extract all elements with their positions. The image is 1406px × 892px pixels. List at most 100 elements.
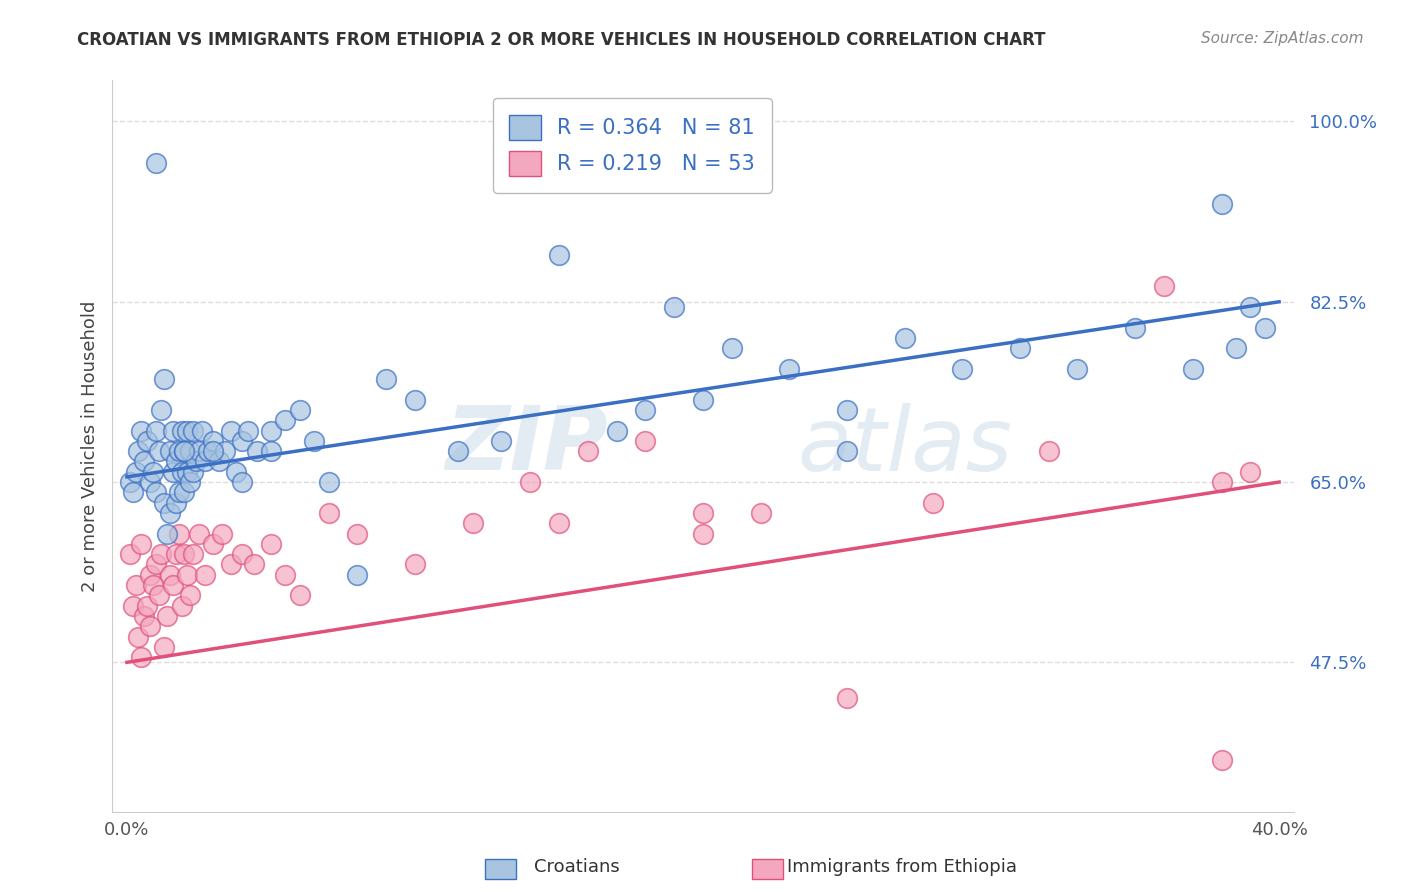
Point <box>288 588 311 602</box>
Point <box>606 424 628 438</box>
Point <box>156 609 179 624</box>
Point <box>153 496 176 510</box>
Text: CROATIAN VS IMMIGRANTS FROM ETHIOPIA 2 OR MORE VEHICLES IN HOUSEHOLD CORRELATION: CROATIAN VS IMMIGRANTS FROM ETHIOPIA 2 O… <box>77 31 1046 49</box>
Point <box>318 506 340 520</box>
Point <box>129 537 152 551</box>
Point <box>211 526 233 541</box>
Point <box>634 403 657 417</box>
Point <box>1225 341 1247 355</box>
Point <box>202 537 225 551</box>
Point <box>124 465 146 479</box>
Point <box>153 640 176 654</box>
Point <box>202 434 225 448</box>
Point <box>404 392 426 407</box>
Point <box>1038 444 1060 458</box>
Point <box>461 516 484 531</box>
Point <box>148 444 170 458</box>
Point <box>778 361 800 376</box>
Point <box>167 526 190 541</box>
Point <box>260 537 283 551</box>
Point <box>260 444 283 458</box>
Point <box>835 403 858 417</box>
Point <box>1254 320 1277 334</box>
Point <box>231 434 253 448</box>
Text: Source: ZipAtlas.com: Source: ZipAtlas.com <box>1201 31 1364 46</box>
Point <box>302 434 325 448</box>
Point <box>159 506 181 520</box>
Point <box>187 526 209 541</box>
Point <box>173 444 195 458</box>
Point <box>208 454 231 468</box>
Point <box>162 424 184 438</box>
Point <box>236 424 259 438</box>
Legend: R = 0.364   N = 81, R = 0.219   N = 53: R = 0.364 N = 81, R = 0.219 N = 53 <box>492 98 772 193</box>
Point <box>187 444 209 458</box>
Point <box>170 465 193 479</box>
Point <box>231 547 253 561</box>
Point <box>950 361 973 376</box>
Point <box>142 465 165 479</box>
Point <box>159 444 181 458</box>
Point <box>197 444 219 458</box>
Point <box>664 300 686 314</box>
Point <box>136 599 159 613</box>
Point <box>179 475 201 489</box>
Point <box>145 155 167 169</box>
Point <box>375 372 398 386</box>
Point <box>346 567 368 582</box>
Point <box>139 475 162 489</box>
Point <box>548 516 571 531</box>
Point <box>176 567 198 582</box>
Point <box>692 506 714 520</box>
Point <box>150 403 173 417</box>
Point <box>202 444 225 458</box>
Point <box>692 526 714 541</box>
Point <box>139 619 162 633</box>
Point <box>165 496 187 510</box>
Point <box>184 454 207 468</box>
Point <box>922 496 945 510</box>
Text: Immigrants from Ethiopia: Immigrants from Ethiopia <box>787 858 1018 876</box>
Point <box>260 424 283 438</box>
Point <box>145 485 167 500</box>
Point <box>176 424 198 438</box>
Point <box>150 547 173 561</box>
Point <box>519 475 541 489</box>
Point <box>191 424 214 438</box>
Point <box>173 485 195 500</box>
Point <box>134 609 156 624</box>
Point <box>129 650 152 665</box>
Point <box>127 444 149 458</box>
Point <box>245 444 267 458</box>
Point <box>142 578 165 592</box>
Point <box>1181 361 1204 376</box>
Text: Croatians: Croatians <box>534 858 620 876</box>
Text: atlas: atlas <box>797 403 1012 489</box>
Point <box>720 341 742 355</box>
Point <box>162 465 184 479</box>
Point <box>1008 341 1031 355</box>
Point <box>170 599 193 613</box>
Point <box>318 475 340 489</box>
Point <box>145 424 167 438</box>
Point <box>692 392 714 407</box>
Point <box>156 526 179 541</box>
Point <box>1239 300 1261 314</box>
Point <box>194 454 217 468</box>
Point <box>219 558 242 572</box>
Point <box>145 558 167 572</box>
Point <box>893 331 915 345</box>
Point <box>749 506 772 520</box>
Point <box>288 403 311 417</box>
Point <box>170 424 193 438</box>
Point <box>1239 465 1261 479</box>
Point <box>139 567 162 582</box>
Point <box>179 444 201 458</box>
Point <box>118 475 141 489</box>
Point <box>1211 197 1233 211</box>
Point <box>181 465 204 479</box>
Point <box>159 567 181 582</box>
Point <box>173 547 195 561</box>
Point <box>179 588 201 602</box>
Point <box>148 588 170 602</box>
